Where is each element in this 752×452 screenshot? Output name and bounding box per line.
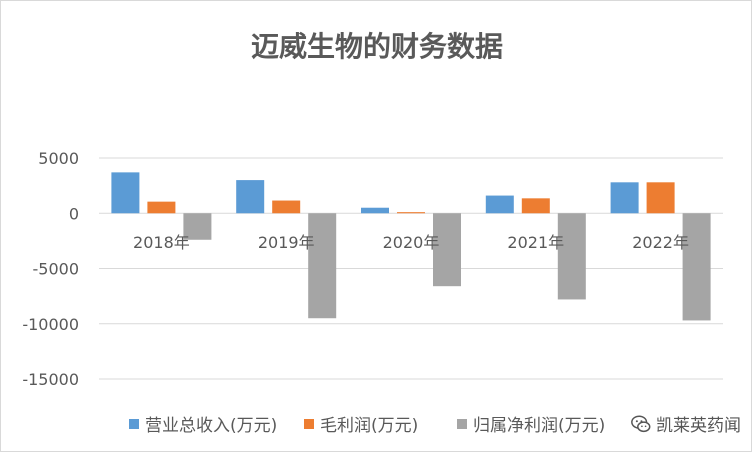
y-tick-label: -15000 [22, 370, 79, 389]
legend-item-net-profit: 归属净利润(万元) [457, 411, 605, 436]
legend-item-gross-profit: 毛利润(万元) [304, 411, 418, 436]
wechat-icon [631, 414, 651, 432]
bar-net-profit [557, 213, 586, 300]
bars [111, 172, 711, 321]
y-tick-label: 0 [69, 204, 79, 223]
legend-swatch-net-profit [457, 418, 467, 429]
legend-swatch-revenue [129, 418, 139, 429]
watermark-text: 凯莱英药闻 [656, 416, 741, 436]
legend-swatch-gross-profit [304, 418, 314, 429]
bar-net-profit [433, 213, 461, 287]
bar-gross-profit [147, 201, 176, 214]
legend-label-revenue: 营业总收入(万元) [145, 416, 278, 436]
bar-gross-profit [646, 182, 675, 214]
x-tick-label: 2022年 [632, 233, 689, 252]
bar-gross-profit [521, 198, 550, 214]
y-tick-label: -5000 [33, 260, 80, 279]
legend-item-revenue: 营业总收入(万元) [129, 411, 277, 436]
bar-net-profit [682, 213, 711, 321]
x-tick-label: 2019年 [258, 233, 315, 252]
x-axis-ticks: 2018年 2019年 2020年 2021年 2022年 [133, 233, 689, 252]
x-tick-label: 2018年 [133, 233, 190, 252]
y-tick-label: 5000 [38, 149, 79, 168]
y-axis-ticks: 5000 0 -5000 -10000 -15000 [22, 149, 79, 389]
x-tick-label: 2021年 [507, 233, 564, 252]
bar-gross-profit [272, 200, 301, 214]
bar-revenue [485, 195, 514, 214]
bar-revenue [236, 180, 265, 214]
bar-revenue [361, 207, 389, 214]
watermark: 凯莱英药闻 [626, 409, 745, 438]
legend: 营业总收入(万元) 毛利润(万元) 归属净利润(万元) [1, 411, 752, 436]
legend-label-gross-profit: 毛利润(万元) [320, 416, 419, 436]
y-tick-label: -10000 [22, 315, 79, 334]
bar-net-profit [308, 213, 337, 319]
x-tick-label: 2020年 [383, 233, 440, 252]
chart-title: 迈威生物的财务数据 [250, 30, 503, 63]
bar-revenue [610, 182, 639, 214]
bar-revenue [111, 172, 140, 214]
bar-gross-profit [397, 212, 425, 214]
bar-net-profit [183, 213, 212, 240]
legend-label-net-profit: 归属净利润(万元) [473, 416, 606, 436]
